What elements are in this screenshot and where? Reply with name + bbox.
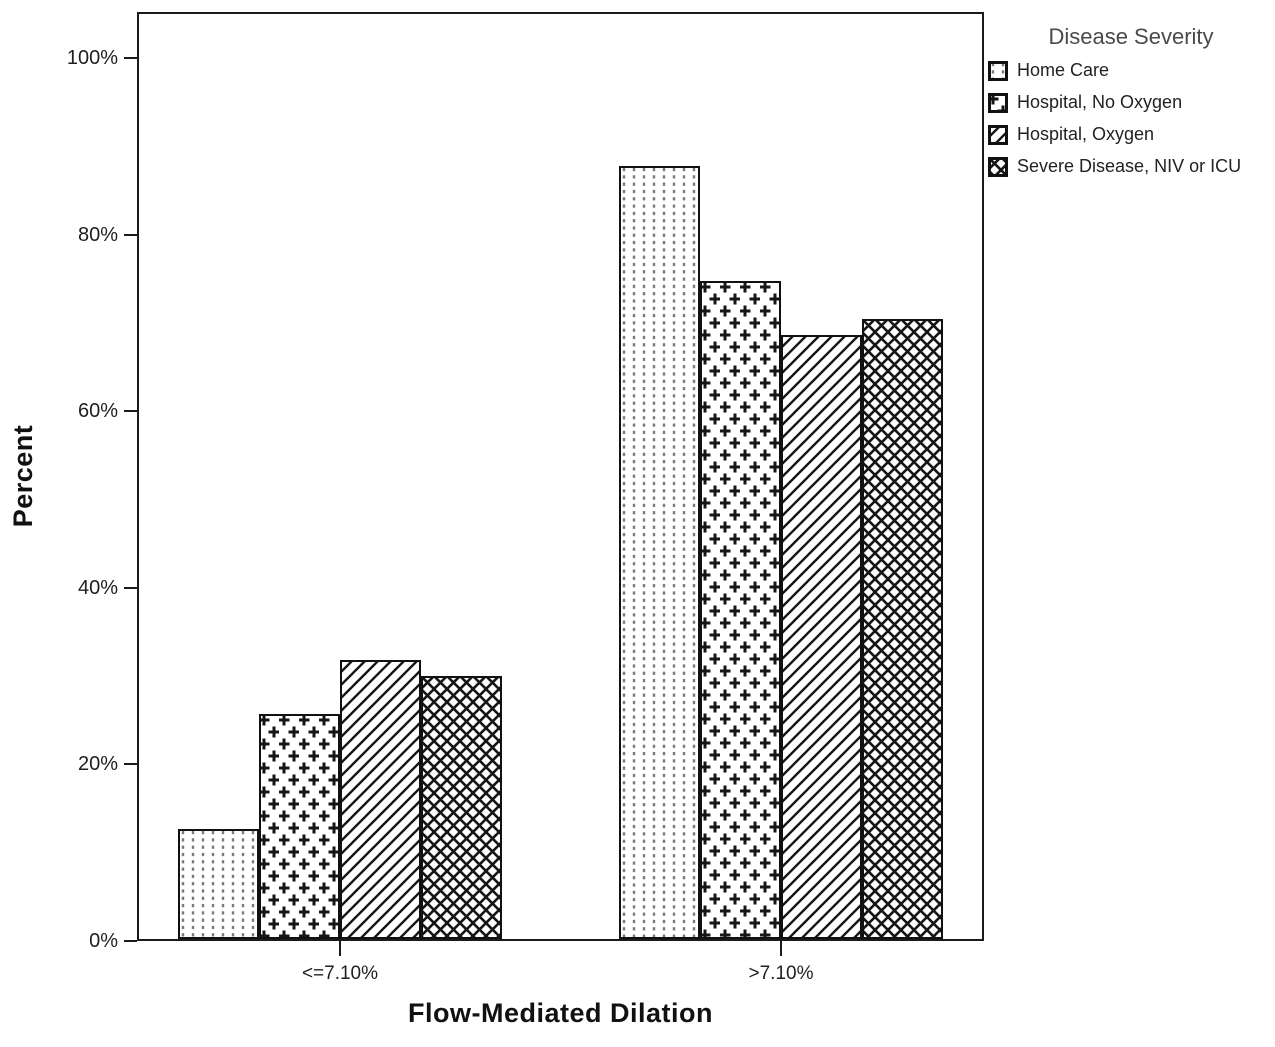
bar-diag-cat1 [781, 335, 862, 939]
plot-area [137, 12, 984, 941]
legend-swatch-plus-icon [988, 92, 1008, 113]
y-tick-mark [124, 234, 137, 236]
y-tick-mark [124, 57, 137, 59]
legend-label: Hospital, Oxygen [1017, 124, 1155, 144]
x-axis-title: Flow-Mediated Dilation [408, 998, 713, 1028]
bar-cross-cat1 [862, 319, 943, 939]
bar-diag-cat0 [340, 660, 421, 939]
y-tick-label: 60% [77, 400, 118, 422]
bar-dots-cat0 [178, 829, 259, 939]
legend-item: Severe Disease, NIV or ICU [988, 156, 1274, 177]
y-tick-label: 80% [77, 224, 118, 246]
bar-dots-cat1 [619, 166, 700, 939]
y-tick-label: 0% [89, 930, 118, 952]
legend-items: Home Care Hospital, No Oxygen Hospital, Ox… [988, 60, 1274, 177]
legend-item: Hospital, No Oxygen [988, 92, 1274, 113]
x-tick-mark [780, 941, 782, 956]
bar-cross-cat0 [421, 676, 502, 939]
legend-item: Home Care [988, 60, 1274, 81]
bar-plus-cat1 [700, 281, 781, 939]
legend-label: Hospital, No Oxygen [1017, 92, 1183, 112]
y-tick-mark [124, 940, 137, 942]
bar-plus-cat0 [259, 714, 340, 939]
legend-swatch-cross-icon [988, 156, 1008, 177]
legend-label: Severe Disease, NIV or ICU [1017, 156, 1242, 176]
y-tick-label: 20% [77, 753, 118, 775]
y-tick-label: 40% [77, 577, 118, 599]
legend-item: Hospital, Oxygen [988, 124, 1274, 145]
legend-title: Disease Severity [1048, 24, 1214, 49]
y-tick-mark [124, 763, 137, 765]
y-tick-label: 100% [66, 47, 118, 69]
legend-swatch-diag-icon [988, 124, 1008, 145]
x-tick-mark [339, 941, 341, 956]
x-tick-label: >7.10% [748, 963, 814, 984]
legend: Disease Severity Home Care Hospital, No O… [988, 24, 1274, 188]
legend-swatch-dots-icon [988, 60, 1008, 81]
legend-label: Home Care [1017, 60, 1110, 80]
x-tick-label: <=7.10% [301, 963, 379, 984]
y-tick-mark [124, 410, 137, 412]
y-tick-mark [124, 587, 137, 589]
